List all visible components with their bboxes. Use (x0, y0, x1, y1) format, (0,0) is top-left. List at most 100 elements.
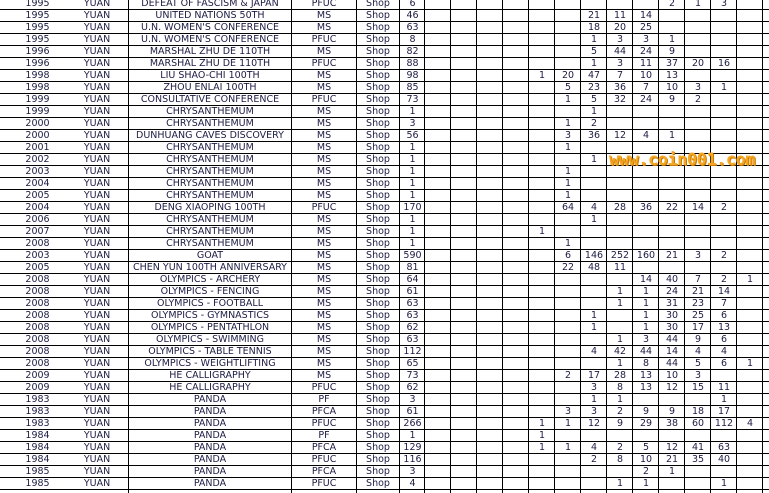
shop-link-text[interactable]: Shop (366, 201, 390, 213)
shop-link-text[interactable]: Shop (366, 357, 390, 369)
shop-link-text[interactable]: Shop (366, 333, 390, 345)
shop-link-text[interactable]: Shop (366, 297, 390, 309)
shop-link[interactable]: Shop (358, 154, 398, 165)
shop-link[interactable]: Shop (358, 10, 398, 21)
title-cell-text: LIU SHAO-CHI 100TH (160, 69, 260, 81)
shop-link-text[interactable]: Shop (366, 417, 390, 429)
type-cell: PFUC (293, 0, 355, 9)
shop-link[interactable]: Shop (358, 406, 398, 417)
shop-link[interactable]: Shop (358, 454, 398, 465)
shop-link-text[interactable]: Shop (366, 441, 390, 453)
shop-link-text[interactable]: Shop (366, 453, 390, 465)
shop-link-text[interactable]: Shop (366, 189, 390, 201)
type-cell: MS (293, 118, 355, 129)
shop-link-text[interactable]: Shop (366, 93, 390, 105)
shop-link-text[interactable]: Shop (366, 477, 390, 489)
currency-cell: YUAN (66, 22, 128, 33)
grade-count-cell: 30 (660, 310, 684, 321)
shop-link[interactable]: Shop (358, 130, 398, 141)
shop-link-text[interactable]: Shop (366, 69, 390, 81)
shop-link-text[interactable]: Shop (366, 45, 390, 57)
shop-link[interactable]: Shop (358, 442, 398, 453)
shop-link-text[interactable]: Shop (366, 393, 390, 405)
shop-link[interactable]: Shop (358, 370, 398, 381)
shop-link[interactable]: Shop (358, 478, 398, 489)
shop-link[interactable]: Shop (358, 238, 398, 249)
shop-link-text[interactable]: Shop (366, 117, 390, 129)
shop-link[interactable]: Shop (358, 190, 398, 201)
shop-link-text[interactable]: Shop (366, 405, 390, 417)
currency-cell-text: YUAN (83, 33, 111, 45)
shop-link-text[interactable]: Shop (366, 33, 390, 45)
title-cell-text: PANDA (193, 465, 227, 477)
shop-link-text[interactable]: Shop (366, 213, 390, 225)
shop-link[interactable]: Shop (358, 0, 398, 9)
shop-link-text[interactable]: Shop (366, 129, 390, 141)
shop-link[interactable]: Shop (358, 58, 398, 69)
shop-link-text[interactable]: Shop (366, 177, 390, 189)
shop-link-text[interactable]: Shop (366, 273, 390, 285)
shop-link[interactable]: Shop (358, 250, 398, 261)
shop-link[interactable]: Shop (358, 22, 398, 33)
shop-link[interactable]: Shop (358, 70, 398, 81)
shop-link[interactable]: Shop (358, 178, 398, 189)
shop-link[interactable]: Shop (358, 34, 398, 45)
shop-link[interactable]: Shop (358, 106, 398, 117)
shop-link[interactable]: Shop (358, 262, 398, 273)
table-row: 1983 YUAN PANDA PFUC Shop 266 1 1 12 9 29 38 60 112 4 (0, 418, 769, 430)
grid-line (658, 0, 659, 493)
shop-link-text[interactable]: Shop (366, 465, 390, 477)
table-row: 2000 YUAN CHRYSANTHEMUM MS Shop 3 1 2 (0, 118, 769, 130)
shop-link-text[interactable]: Shop (366, 57, 390, 69)
grade-count-cell (478, 442, 502, 453)
shop-link[interactable]: Shop (358, 142, 398, 153)
shop-link[interactable]: Shop (358, 166, 398, 177)
shop-link[interactable]: Shop (358, 418, 398, 429)
count-cell: 1 (401, 154, 424, 165)
shop-link-text[interactable]: Shop (366, 249, 390, 261)
shop-link[interactable]: Shop (358, 358, 398, 369)
shop-link[interactable]: Shop (358, 298, 398, 309)
count-cell: 63 (401, 22, 424, 33)
shop-link[interactable]: Shop (358, 46, 398, 57)
shop-link[interactable]: Shop (358, 202, 398, 213)
shop-link[interactable]: Shop (358, 310, 398, 321)
shop-link-text[interactable]: Shop (366, 261, 390, 273)
shop-link-text[interactable]: Shop (366, 81, 390, 93)
shop-link-text[interactable]: Shop (366, 141, 390, 153)
currency-cell-text: YUAN (83, 381, 111, 393)
shop-link-text[interactable]: Shop (366, 0, 390, 9)
shop-link[interactable]: Shop (358, 466, 398, 477)
shop-link-text[interactable]: Shop (366, 369, 390, 381)
shop-link-text[interactable]: Shop (366, 285, 390, 297)
shop-link-text[interactable]: Shop (366, 225, 390, 237)
shop-link[interactable]: Shop (358, 118, 398, 129)
shop-link[interactable]: Shop (358, 430, 398, 441)
shop-link[interactable]: Shop (358, 82, 398, 93)
shop-link[interactable]: Shop (358, 394, 398, 405)
year-cell: 2008 (10, 274, 65, 285)
shop-link-text[interactable]: Shop (366, 321, 390, 333)
shop-link-text[interactable]: Shop (366, 309, 390, 321)
shop-link-text[interactable]: Shop (366, 21, 390, 33)
shop-link[interactable]: Shop (358, 94, 398, 105)
shop-link[interactable]: Shop (358, 286, 398, 297)
shop-link-text[interactable]: Shop (366, 345, 390, 357)
shop-link[interactable]: Shop (358, 274, 398, 285)
year-cell-text: 2006 (25, 213, 50, 225)
shop-link-text[interactable]: Shop (366, 153, 390, 165)
shop-link[interactable]: Shop (358, 334, 398, 345)
shop-link-text[interactable]: Shop (366, 165, 390, 177)
shop-link[interactable]: Shop (358, 226, 398, 237)
shop-link-text[interactable]: Shop (366, 9, 390, 21)
shop-link[interactable]: Shop (358, 346, 398, 357)
shop-link[interactable]: Shop (358, 322, 398, 333)
shop-link-text[interactable]: Shop (366, 381, 390, 393)
shop-link[interactable]: Shop (358, 214, 398, 225)
grade-count-cell (634, 262, 658, 273)
count-cell: 3 (401, 466, 424, 477)
shop-link-text[interactable]: Shop (366, 237, 390, 249)
shop-link-text[interactable]: Shop (366, 429, 390, 441)
shop-link-text[interactable]: Shop (366, 105, 390, 117)
shop-link[interactable]: Shop (358, 382, 398, 393)
